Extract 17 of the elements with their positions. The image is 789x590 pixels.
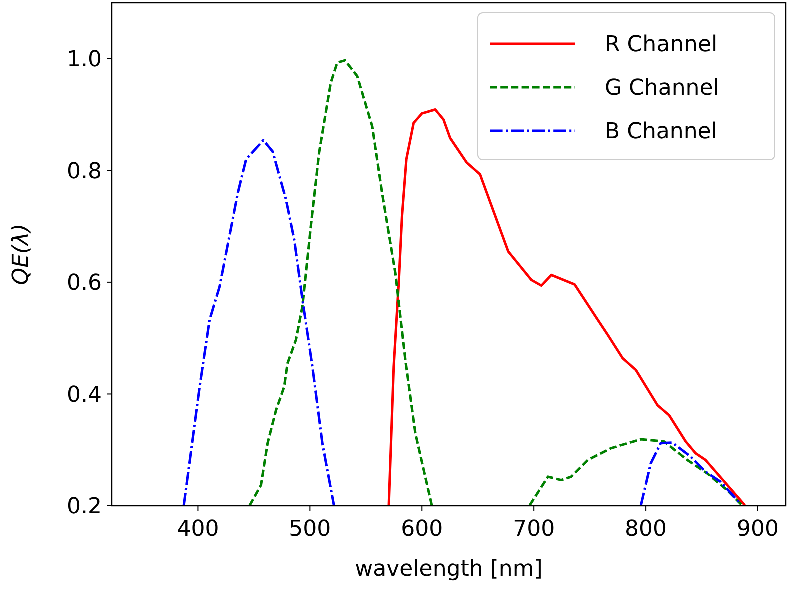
x-tick-label: 500 [289, 517, 332, 542]
legend-label: B Channel [605, 120, 718, 145]
legend-label: R Channel [605, 32, 718, 58]
x-tick-label: 800 [625, 517, 668, 542]
y-tick-label: 0.8 [67, 159, 102, 184]
x-tick-label: 600 [401, 517, 444, 542]
x-axis-title: wavelength [nm] [355, 557, 543, 582]
line-series [388, 108, 746, 506]
x-tick-label: 700 [513, 517, 556, 542]
y-axis-title: QE(λ) [9, 224, 34, 286]
y-tick-label: 0.2 [67, 494, 102, 520]
y-tick-label: 0.4 [67, 382, 102, 408]
legend-label: G Channel [605, 76, 720, 102]
y-tick-label: 1.0 [67, 48, 102, 73]
x-tick-label: 400 [177, 517, 220, 542]
y-tick-label: 0.6 [67, 271, 102, 296]
x-tick-label: 900 [737, 517, 780, 542]
